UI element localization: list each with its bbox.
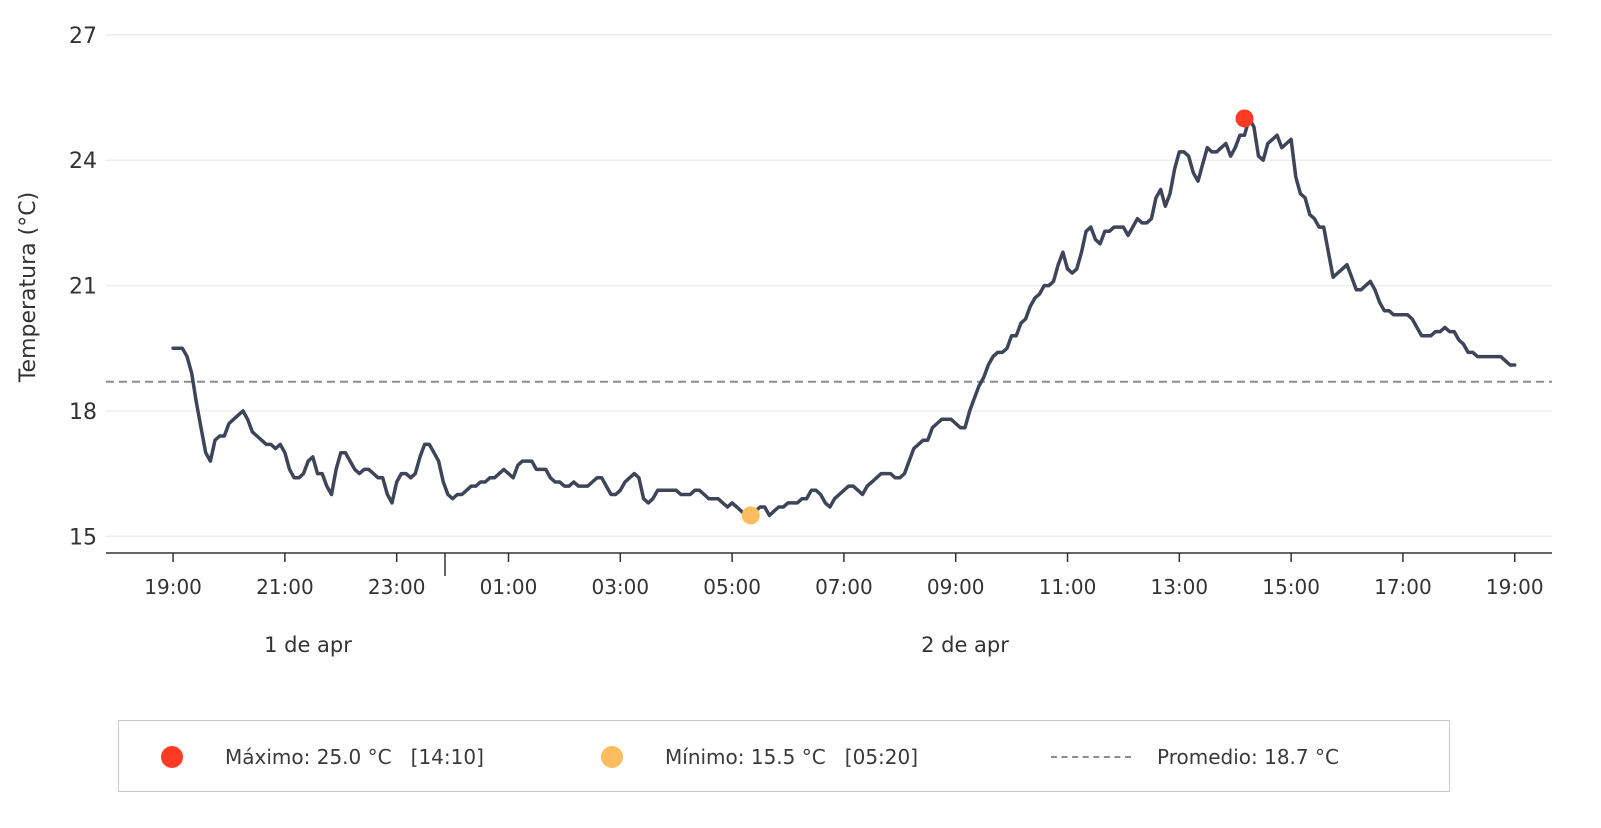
y-axis-label: Temperatura (°C) — [16, 192, 41, 383]
x-ticks: 19:00 21:00 23:00 01:00 03:00 05:00 07:00 09:00… — [144, 553, 1544, 599]
x-tick-label: 17:00 — [1374, 575, 1432, 599]
temperature-line — [171, 116, 1517, 518]
x-tick-label: 09:00 — [927, 575, 985, 599]
x-tick-label: 03:00 — [591, 575, 649, 599]
x-tick-label: 13:00 — [1150, 575, 1208, 599]
min-dot-icon — [601, 746, 623, 768]
temperature-chart: 15 18 21 24 27 19:00 21:00 23:00 01:00 03:00 05:0… — [16, 24, 1552, 657]
legend-item-mean: Promedio: 18.7 °C — [1051, 721, 1339, 793]
x-tick-label: 23:00 — [368, 575, 426, 599]
x-tick-label: 19:00 — [1486, 575, 1544, 599]
dashed-line-icon — [1051, 756, 1131, 758]
x-tick-label: 11:00 — [1039, 575, 1097, 599]
y-tick-labels: 15 18 21 24 27 — [69, 24, 97, 550]
x-tick-label: 05:00 — [703, 575, 761, 599]
y-gridlines — [106, 34, 1552, 538]
min-point-marker — [741, 506, 760, 525]
legend-mean-text: Promedio: 18.7 °C — [1157, 745, 1339, 769]
y-tick-label: 24 — [69, 149, 97, 174]
legend-item-min: Mínimo: 15.5 °C [05:20] — [601, 721, 918, 793]
x-tick-label: 01:00 — [480, 575, 538, 599]
day-label-1: 1 de apr — [264, 633, 352, 657]
max-dot-icon — [161, 746, 183, 768]
legend-item-max: Máximo: 25.0 °C [14:10] — [161, 721, 484, 793]
max-point-marker — [1235, 109, 1254, 128]
legend-max-text: Máximo: 25.0 °C [14:10] — [225, 745, 484, 769]
x-tick-label: 07:00 — [815, 575, 873, 599]
day-label-2: 2 de apr — [921, 633, 1009, 657]
y-tick-label: 15 — [69, 525, 97, 550]
legend: Máximo: 25.0 °C [14:10] Mínimo: 15.5 °C … — [118, 720, 1450, 792]
legend-min-text: Mínimo: 15.5 °C [05:20] — [665, 745, 919, 769]
x-tick-label: 19:00 — [144, 575, 202, 599]
x-tick-label: 21:00 — [256, 575, 314, 599]
y-tick-label: 18 — [69, 400, 97, 425]
y-tick-label: 21 — [69, 275, 97, 300]
y-tick-label: 27 — [69, 24, 97, 49]
x-tick-label: 15:00 — [1262, 575, 1320, 599]
